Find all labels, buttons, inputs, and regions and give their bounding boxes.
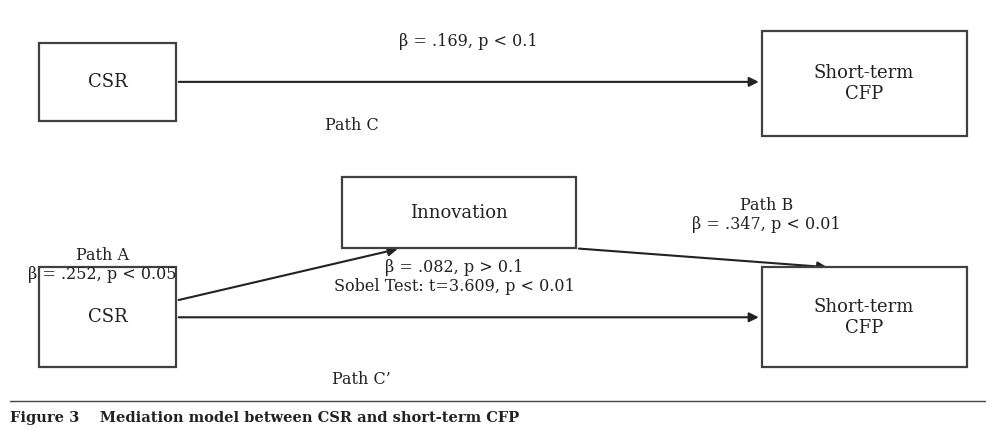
FancyBboxPatch shape bbox=[39, 43, 176, 121]
Text: Figure 3    Mediation model between CSR and short-term CFP: Figure 3 Mediation model between CSR and… bbox=[10, 411, 519, 425]
FancyBboxPatch shape bbox=[762, 31, 966, 136]
Text: CSR: CSR bbox=[88, 73, 127, 91]
Text: Path B
β = .347, p < 0.01: Path B β = .347, p < 0.01 bbox=[692, 197, 841, 233]
Text: Path A
β = .252, p < 0.05: Path A β = .252, p < 0.05 bbox=[29, 247, 177, 283]
Text: Path C’: Path C’ bbox=[332, 371, 390, 388]
Text: Path C: Path C bbox=[325, 117, 378, 134]
Text: Innovation: Innovation bbox=[410, 204, 508, 222]
FancyBboxPatch shape bbox=[342, 177, 576, 248]
Text: Short-term
CFP: Short-term CFP bbox=[814, 298, 914, 337]
Text: CSR: CSR bbox=[88, 308, 127, 326]
FancyBboxPatch shape bbox=[762, 267, 966, 367]
FancyBboxPatch shape bbox=[39, 267, 176, 367]
Text: β = .169, p < 0.1: β = .169, p < 0.1 bbox=[399, 33, 538, 50]
Text: Short-term
CFP: Short-term CFP bbox=[814, 64, 914, 103]
Text: β = .082, p > 0.1
Sobel Test: t=3.609, p < 0.01: β = .082, p > 0.1 Sobel Test: t=3.609, p… bbox=[334, 259, 575, 295]
